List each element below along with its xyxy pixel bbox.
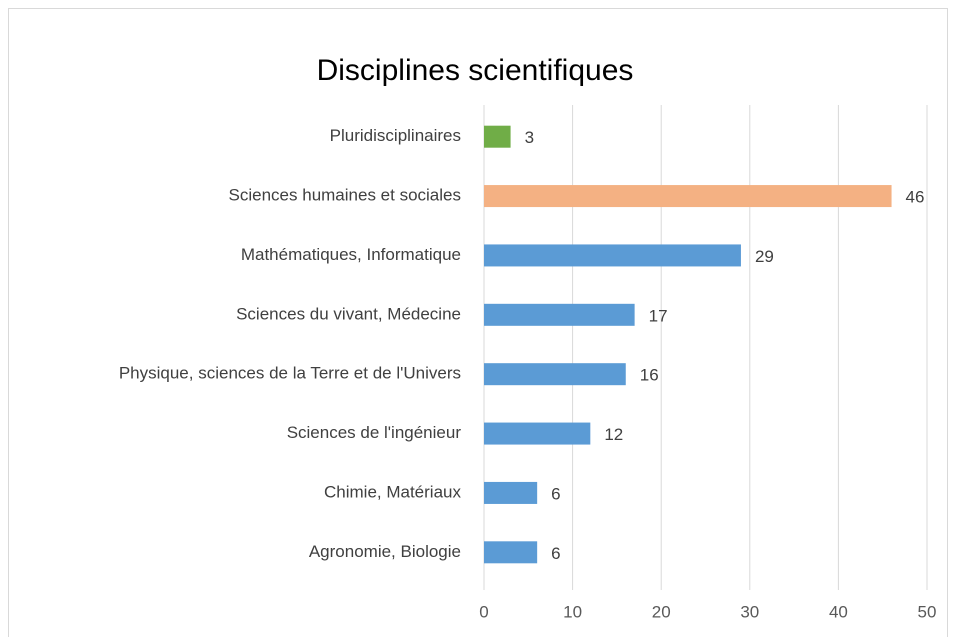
y-tick-label: Pluridisciplinaires <box>330 126 461 145</box>
bar <box>484 363 626 386</box>
x-tick-label: 20 <box>652 602 671 621</box>
x-tick-label: 50 <box>918 602 937 621</box>
y-tick-label: Chimie, Matériaux <box>324 482 461 501</box>
y-tick-label: Agronomie, Biologie <box>309 542 461 561</box>
y-tick-label: Sciences de l'ingénieur <box>287 423 462 442</box>
bar <box>484 244 741 267</box>
data-label: 29 <box>755 247 774 266</box>
chart-title: Disciplines scientifiques <box>317 54 634 87</box>
bar <box>484 481 538 504</box>
bar <box>484 422 591 445</box>
data-label: 12 <box>604 425 623 444</box>
bar <box>484 541 538 564</box>
chart-border <box>8 8 948 637</box>
data-label: 6 <box>551 544 560 563</box>
bar <box>484 185 892 208</box>
x-tick-label: 0 <box>479 602 488 621</box>
data-label: 16 <box>640 366 659 385</box>
y-tick-label: Sciences du vivant, Médecine <box>236 304 461 323</box>
y-tick-label: Sciences humaines et sociales <box>229 186 461 205</box>
data-label: 3 <box>525 128 534 147</box>
x-tick-label: 40 <box>829 602 848 621</box>
data-label: 17 <box>649 306 668 325</box>
x-tick-label: 30 <box>740 602 759 621</box>
data-label: 6 <box>551 484 560 503</box>
data-label: 46 <box>906 188 925 207</box>
x-tick-label: 10 <box>563 602 582 621</box>
bar <box>484 125 511 148</box>
bar <box>484 303 635 326</box>
y-tick-label: Mathématiques, Informatique <box>241 245 461 264</box>
y-tick-label: Physique, sciences de la Terre et de l'U… <box>119 364 461 383</box>
